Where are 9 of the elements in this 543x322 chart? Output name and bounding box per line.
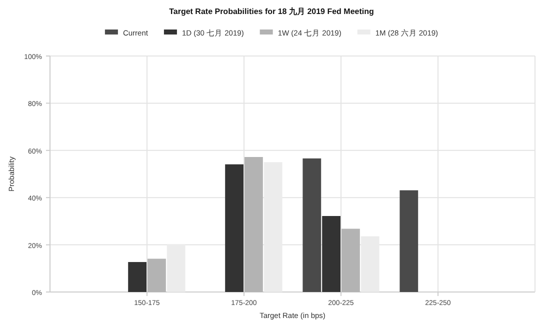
bar (322, 216, 340, 292)
chart-title: Target Rate Probabilities for 18 九月 2019 Fed Meeting (169, 7, 374, 16)
bar (148, 258, 166, 292)
bar (128, 262, 146, 292)
bar (400, 190, 418, 292)
bar (302, 158, 322, 292)
bar (342, 228, 360, 292)
bar (244, 157, 263, 292)
bar (225, 164, 244, 292)
